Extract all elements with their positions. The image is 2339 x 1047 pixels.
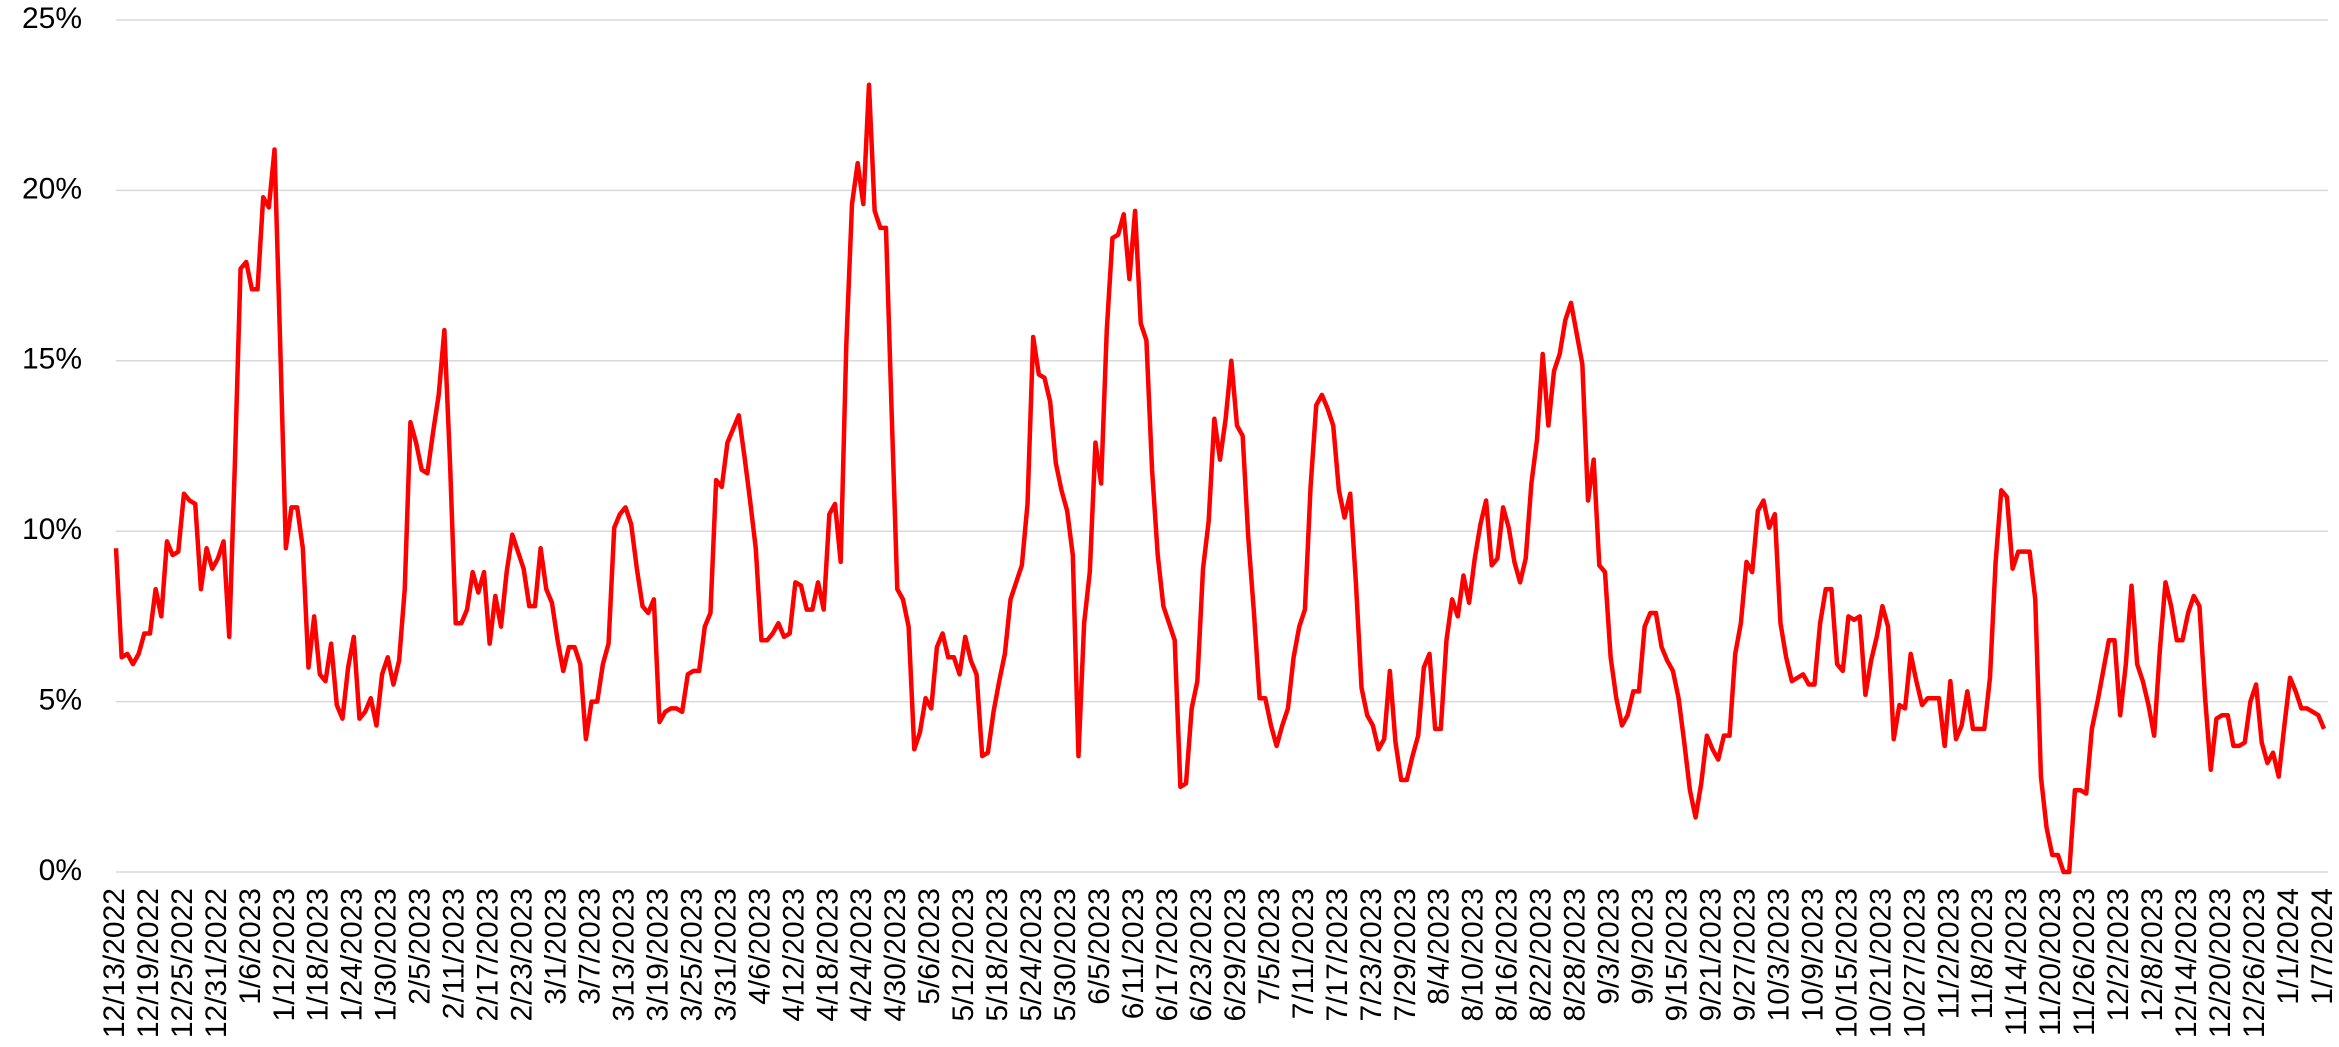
x-tick-label: 6/11/2023 — [1117, 888, 1150, 1019]
x-tick-label: 10/9/2023 — [1796, 888, 1829, 1021]
x-tick-label: 7/11/2023 — [1287, 888, 1320, 1019]
x-tick-label: 10/3/2023 — [1762, 888, 1795, 1021]
x-tick-label: 12/13/2022 — [98, 888, 131, 1038]
x-tick-label: 2/11/2023 — [438, 888, 471, 1019]
x-tick-label: 9/21/2023 — [1694, 888, 1727, 1021]
x-tick-label: 12/2/2023 — [2102, 888, 2135, 1021]
x-tick-label: 9/3/2023 — [1593, 888, 1626, 1005]
x-tick-label: 1/24/2023 — [336, 888, 369, 1021]
x-tick-label: 2/17/2023 — [472, 888, 505, 1021]
x-tick-label: 2/23/2023 — [506, 888, 539, 1021]
x-tick-label: 7/23/2023 — [1355, 888, 1388, 1021]
x-tick-label: 11/14/2023 — [2000, 888, 2033, 1036]
x-tick-label: 11/26/2023 — [2068, 888, 2101, 1036]
x-tick-label: 8/4/2023 — [1423, 888, 1456, 1005]
x-tick-label: 6/29/2023 — [1219, 888, 1252, 1021]
x-tick-label: 3/31/2023 — [709, 888, 742, 1021]
x-tick-label: 4/6/2023 — [743, 888, 776, 1005]
x-tick-label: 3/1/2023 — [540, 888, 573, 1005]
x-tick-label: 5/30/2023 — [1049, 888, 1082, 1021]
x-tick-label: 3/25/2023 — [675, 888, 708, 1021]
x-tick-label: 1/1/2024 — [2272, 888, 2305, 1005]
x-tick-label: 12/31/2022 — [200, 888, 233, 1038]
x-tick-label: 4/30/2023 — [879, 888, 912, 1021]
x-tick-label: 6/5/2023 — [1083, 888, 1116, 1005]
x-tick-label: 8/22/2023 — [1525, 888, 1558, 1021]
x-tick-label: 5/12/2023 — [947, 888, 980, 1021]
x-tick-label: 3/13/2023 — [607, 888, 640, 1021]
x-tick-label: 4/18/2023 — [811, 888, 844, 1021]
x-tick-label: 9/27/2023 — [1728, 888, 1761, 1021]
y-tick-label: 10% — [22, 513, 82, 546]
x-tick-label: 5/6/2023 — [913, 888, 946, 1005]
x-tick-label: 3/19/2023 — [641, 888, 674, 1021]
x-tick-label: 9/15/2023 — [1661, 888, 1694, 1021]
x-tick-label: 1/30/2023 — [370, 888, 403, 1021]
y-tick-label: 15% — [22, 343, 82, 376]
x-tick-label: 1/7/2024 — [2306, 888, 2339, 1005]
x-tick-label: 12/19/2022 — [132, 888, 165, 1038]
x-tick-label: 5/18/2023 — [981, 888, 1014, 1021]
y-tick-label: 25% — [22, 2, 82, 35]
x-tick-label: 1/18/2023 — [302, 888, 335, 1021]
x-tick-label: 12/8/2023 — [2136, 888, 2169, 1021]
x-tick-label: 7/17/2023 — [1321, 888, 1354, 1021]
x-tick-label: 8/28/2023 — [1559, 888, 1592, 1021]
x-tick-label: 11/2/2023 — [1932, 888, 1965, 1019]
x-tick-label: 7/5/2023 — [1253, 888, 1286, 1005]
x-tick-label: 12/26/2023 — [2238, 888, 2271, 1038]
y-tick-label: 0% — [39, 854, 82, 887]
x-tick-label: 10/21/2023 — [1864, 888, 1897, 1038]
x-tick-label: 3/7/2023 — [573, 888, 606, 1005]
x-tick-label: 1/12/2023 — [268, 888, 301, 1021]
y-tick-label: 5% — [39, 684, 82, 717]
x-tick-label: 10/27/2023 — [1898, 888, 1931, 1038]
x-tick-label: 11/8/2023 — [1966, 888, 1999, 1019]
x-tick-label: 12/20/2023 — [2204, 888, 2237, 1038]
x-tick-label: 4/12/2023 — [777, 888, 810, 1021]
x-tick-label: 8/16/2023 — [1491, 888, 1524, 1021]
x-tick-label: 2/5/2023 — [404, 888, 437, 1005]
x-tick-label: 12/14/2023 — [2170, 888, 2203, 1038]
x-tick-label: 10/15/2023 — [1830, 888, 1863, 1038]
x-tick-label: 9/9/2023 — [1627, 888, 1660, 1005]
data-line — [113, 82, 2327, 875]
x-tick-label: 7/29/2023 — [1389, 888, 1422, 1021]
x-tick-label: 11/20/2023 — [2034, 888, 2067, 1036]
x-tick-label: 4/24/2023 — [845, 888, 878, 1021]
x-tick-label: 5/24/2023 — [1015, 888, 1048, 1021]
x-tick-label: 1/6/2023 — [234, 888, 267, 1005]
x-tick-label: 6/17/2023 — [1151, 888, 1184, 1021]
x-tick-label: 6/23/2023 — [1185, 888, 1218, 1021]
x-tick-label: 8/10/2023 — [1457, 888, 1490, 1021]
x-tick-label: 12/25/2022 — [166, 888, 199, 1038]
y-tick-label: 20% — [22, 172, 82, 205]
